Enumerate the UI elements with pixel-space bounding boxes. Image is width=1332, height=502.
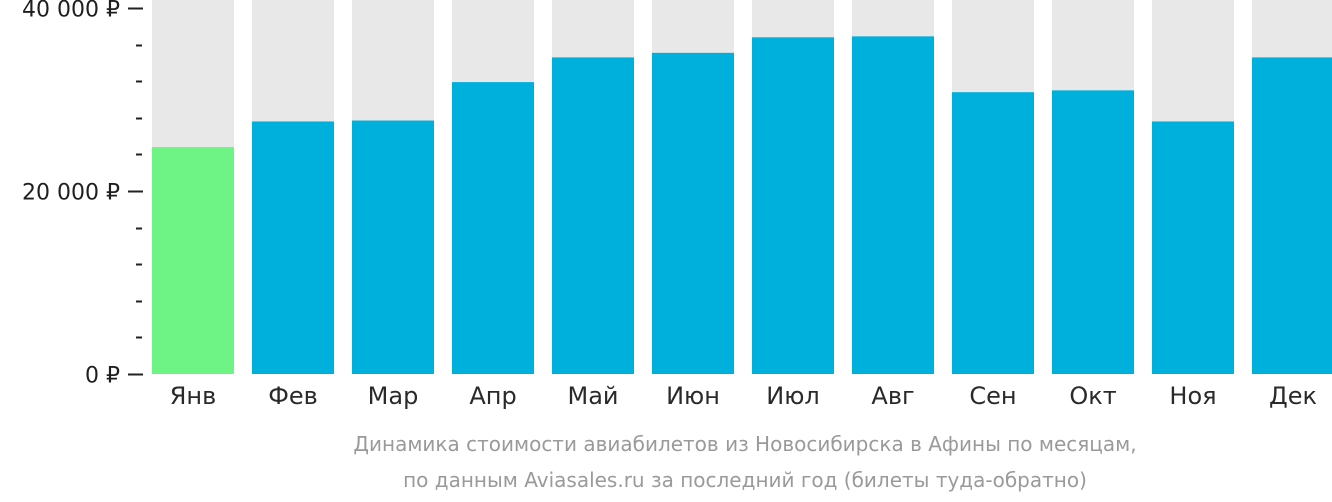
x-tick-label: Дек xyxy=(1269,382,1317,410)
bar-4 xyxy=(452,82,534,375)
bar-7 xyxy=(752,37,834,374)
x-tick-label: Янв xyxy=(170,382,217,410)
bar-11 xyxy=(1152,121,1234,375)
x-tick-label: Апр xyxy=(469,382,516,410)
x-tick-label: Май xyxy=(567,382,618,410)
bar-8 xyxy=(852,36,934,375)
bar-12 xyxy=(1252,57,1332,374)
bar-9 xyxy=(952,92,1034,375)
y-tick-label: 0 ₽ xyxy=(85,364,120,389)
bar-1 xyxy=(152,147,234,374)
y-tick-label: 40 000 ₽ xyxy=(22,0,120,23)
x-tick-label: Окт xyxy=(1069,382,1116,410)
x-tick-label: Ноя xyxy=(1169,382,1216,410)
x-tick-label: Авг xyxy=(871,382,914,410)
y-tick-label: 20 000 ₽ xyxy=(22,181,120,206)
x-tick-label: Фев xyxy=(268,382,318,410)
bar-6 xyxy=(652,52,734,375)
bar-2 xyxy=(252,121,334,375)
x-tick-label: Сен xyxy=(969,382,1016,410)
x-axis-labels: Янв Фев Мар Апр Май Июн Июл Авг Сен Окт Ноя Дек xyxy=(170,382,1317,410)
x-tick-label: Июн xyxy=(666,382,720,410)
bar-5 xyxy=(552,57,634,374)
chart-caption-line-1: Динамика стоимости авиабилетов из Новоси… xyxy=(353,432,1137,456)
y-axis: 0 ₽ 20 000 ₽ 40 000 ₽ xyxy=(22,0,143,389)
bar-10 xyxy=(1052,90,1134,374)
chart-caption-line-2: по данным Aviasales.ru за последний год … xyxy=(403,468,1087,492)
value-bars xyxy=(152,36,1332,375)
x-tick-label: Июл xyxy=(766,382,820,410)
x-tick-label: Мар xyxy=(368,382,419,410)
bar-3 xyxy=(352,120,434,374)
